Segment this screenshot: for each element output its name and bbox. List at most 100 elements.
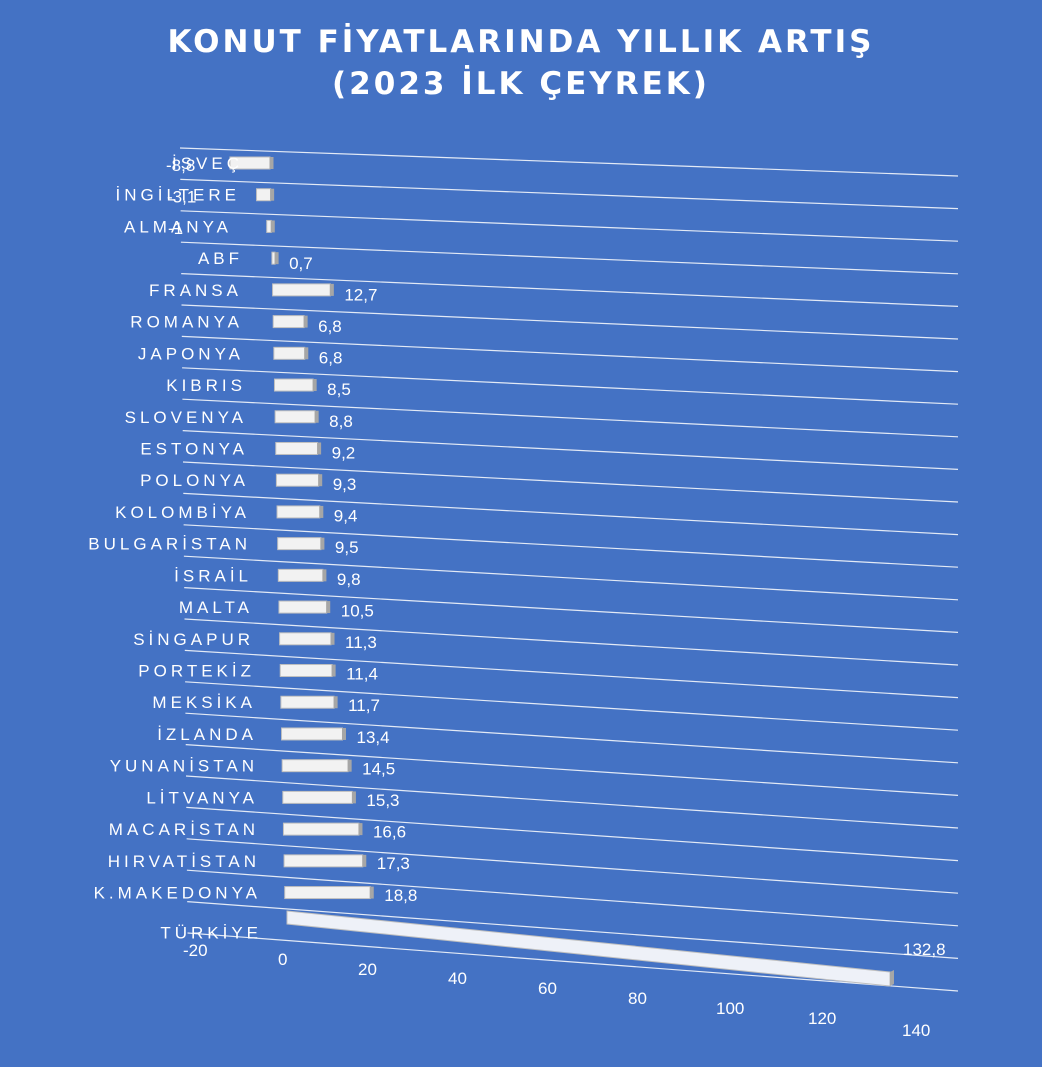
gridline xyxy=(180,210,959,242)
bar-side xyxy=(369,886,374,899)
value-label: 9,8 xyxy=(337,570,361,589)
bar-side xyxy=(270,188,275,201)
category-label: ESTONYA xyxy=(140,439,248,458)
x-tick-label: 20 xyxy=(358,960,377,979)
bar xyxy=(283,854,364,868)
bar xyxy=(281,759,349,773)
value-label: 9,2 xyxy=(332,443,356,462)
gridline xyxy=(180,241,959,275)
category-label: ROMANYA xyxy=(130,313,243,332)
category-label: İSVEÇ xyxy=(172,154,243,173)
bar-side xyxy=(330,632,335,645)
bar xyxy=(256,188,272,202)
bar-side xyxy=(341,727,346,740)
gridline xyxy=(182,430,959,470)
bar xyxy=(277,568,324,582)
bar-side xyxy=(329,283,334,296)
category-label: BULGARİSTAN xyxy=(88,535,251,554)
category-label: JAPONYA xyxy=(138,344,244,363)
value-label: 132,8 xyxy=(903,940,946,959)
x-tick-label: 40 xyxy=(448,969,467,988)
bar-side xyxy=(320,537,325,550)
bar-side xyxy=(322,569,327,582)
bar xyxy=(279,632,332,646)
category-label: PORTEKİZ xyxy=(138,662,255,681)
gridline xyxy=(187,901,959,959)
category-label: POLONYA xyxy=(140,471,249,490)
category-label: LİTVANYA xyxy=(146,788,258,807)
gridline xyxy=(182,367,959,405)
category-label: KIBRIS xyxy=(166,376,246,395)
category-label: YUNANİSTAN xyxy=(110,757,258,776)
bar xyxy=(275,441,319,455)
value-label: 8,8 xyxy=(329,412,353,431)
category-label: SİNGAPUR xyxy=(133,630,254,649)
value-label: 10,5 xyxy=(341,601,374,620)
bar-side xyxy=(318,474,323,487)
chart-subtitle: (2023 İLK ÇEYREK) xyxy=(332,66,710,102)
category-label: ALMANYA xyxy=(124,217,232,236)
x-tick-label: 80 xyxy=(628,989,647,1008)
bar-side xyxy=(333,696,338,709)
value-label: 8,5 xyxy=(327,380,351,399)
bar xyxy=(274,410,316,424)
bar xyxy=(272,315,305,329)
bar-side xyxy=(270,220,275,233)
value-label: 14,5 xyxy=(362,759,395,778)
bar xyxy=(277,537,322,551)
value-label: -1 xyxy=(168,219,183,238)
gridline xyxy=(186,869,959,927)
value-label: 9,3 xyxy=(333,475,357,494)
category-label: SLOVENYA xyxy=(125,408,247,427)
value-label: 11,3 xyxy=(345,633,377,652)
gridline xyxy=(181,335,959,373)
category-label: KOLOMBİYA xyxy=(115,503,250,522)
value-label: 17,3 xyxy=(377,854,410,873)
bar xyxy=(280,695,335,709)
bar-side xyxy=(326,601,331,614)
category-label: MEKSİKA xyxy=(152,693,256,712)
x-tick-label: 60 xyxy=(538,979,557,998)
value-label: 9,4 xyxy=(334,507,358,526)
bar-side xyxy=(312,379,317,392)
bar xyxy=(276,505,321,519)
bar-side xyxy=(303,315,308,328)
value-label: 6,8 xyxy=(319,349,343,368)
x-tick-label: -20 xyxy=(183,941,208,960)
bar-side xyxy=(304,347,309,360)
gridline xyxy=(181,273,959,307)
gridline xyxy=(186,806,959,862)
bar-side xyxy=(314,410,319,423)
bar xyxy=(282,790,353,804)
gridline xyxy=(182,398,959,438)
gridline xyxy=(180,178,959,210)
category-label: HIRVATİSTAN xyxy=(108,852,260,871)
bar-side xyxy=(890,970,894,986)
bar xyxy=(282,822,360,836)
gridline xyxy=(185,744,959,796)
bar xyxy=(284,886,371,900)
category-label: İZLANDA xyxy=(157,725,257,744)
x-tick-label: 0 xyxy=(278,950,287,969)
category-label: K.MAKEDONYA xyxy=(94,884,261,903)
gridline xyxy=(184,587,959,633)
value-label: 13,4 xyxy=(356,728,389,747)
value-label: 15,3 xyxy=(366,791,399,810)
bar-side xyxy=(351,791,356,804)
chart-title: KONUT FİYATLARINDA YILLIK ARTIŞ xyxy=(167,24,875,60)
gridline xyxy=(182,461,959,503)
value-label: 6,8 xyxy=(318,317,342,336)
gridline xyxy=(184,618,959,666)
value-label: -8,8 xyxy=(166,156,195,175)
value-label: 16,6 xyxy=(373,823,406,842)
bar-side xyxy=(274,252,279,265)
gridline xyxy=(184,649,959,699)
gridline xyxy=(179,147,959,177)
value-label: 12,7 xyxy=(344,285,377,304)
gridline xyxy=(186,838,959,894)
gridline xyxy=(183,524,959,568)
category-label: İSRAİL xyxy=(174,566,252,585)
bar xyxy=(266,219,272,233)
category-label: İNGİLTERE xyxy=(116,186,240,205)
bar-side xyxy=(331,664,336,677)
